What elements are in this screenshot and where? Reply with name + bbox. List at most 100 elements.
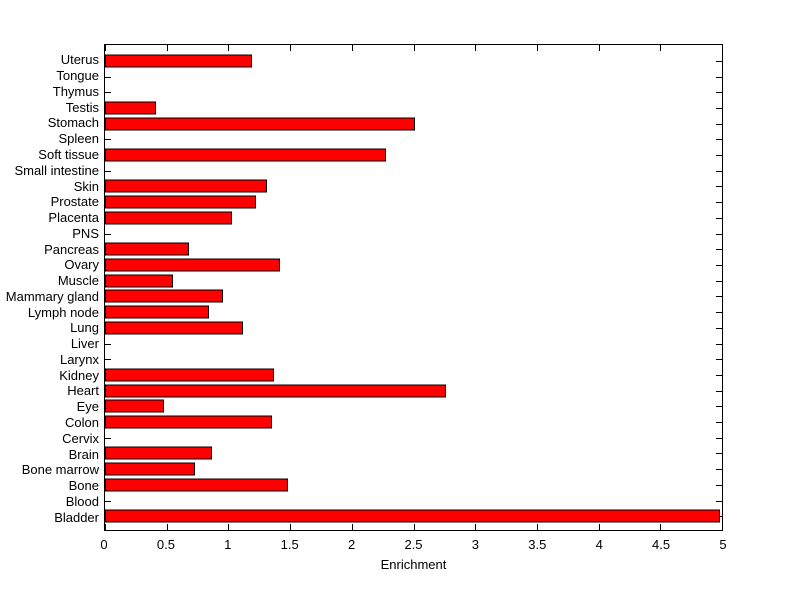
y-axis-category-label: Mammary gland xyxy=(5,288,99,304)
bar-row xyxy=(105,163,722,179)
y-axis-tick-right xyxy=(716,186,722,188)
y-axis-category-label: Soft tissue xyxy=(38,146,99,162)
bar xyxy=(105,117,415,131)
bar-row xyxy=(105,336,722,352)
y-axis-category-label: Stomach xyxy=(47,115,99,131)
bar-row xyxy=(105,461,722,477)
y-axis-tick-right xyxy=(716,170,722,172)
x-axis-tick-top xyxy=(598,45,600,51)
bar-row xyxy=(105,351,722,367)
y-axis-tick-right xyxy=(716,390,722,392)
bar-row xyxy=(105,446,722,462)
x-axis-tick-label: 3 xyxy=(471,537,480,552)
x-axis-tick-label: 4 xyxy=(595,537,603,552)
y-axis-tick-left xyxy=(105,343,111,345)
y-axis-tick-right xyxy=(716,327,722,329)
y-axis-tick-right xyxy=(716,469,722,471)
y-axis-tick-right xyxy=(716,92,722,94)
y-axis-category-label: Lymph node xyxy=(27,304,99,320)
y-axis-category-label: Heart xyxy=(67,383,99,399)
y-axis-tick-right xyxy=(716,343,722,345)
y-axis-tick-right xyxy=(716,233,722,235)
bar xyxy=(105,462,196,476)
bar xyxy=(105,54,252,68)
y-axis-tick-right xyxy=(716,280,722,282)
y-axis-tick-right xyxy=(716,123,722,125)
y-axis-category-label: Blood xyxy=(65,493,99,509)
y-axis-tick-right xyxy=(716,249,722,251)
y-axis-category-label: Thymus xyxy=(52,83,99,99)
bar-row xyxy=(105,132,722,148)
y-axis-tick-left xyxy=(105,359,111,361)
y-axis-tick-right xyxy=(716,76,722,78)
bar-row xyxy=(105,304,722,320)
y-axis-category-label: Muscle xyxy=(57,273,99,289)
y-axis-category-label: Brain xyxy=(68,446,99,462)
x-axis-tick-bottom xyxy=(351,524,353,530)
y-axis-tick-right xyxy=(716,422,722,424)
y-axis-category-label: Lung xyxy=(70,320,99,336)
x-axis-tick-top xyxy=(290,45,292,51)
x-axis-tick-label: 0 xyxy=(100,537,108,552)
y-axis-category-label: Larynx xyxy=(59,351,99,367)
bars-container xyxy=(105,53,722,524)
bar-row xyxy=(105,273,722,289)
y-axis-tick-right xyxy=(716,60,722,62)
y-axis-category-label: Bone xyxy=(68,478,99,494)
bar xyxy=(105,446,213,460)
y-axis-tick-right xyxy=(716,374,722,376)
y-axis-category-label: Cervix xyxy=(62,430,99,446)
bar-row xyxy=(105,367,722,383)
x-axis-tick-bottom xyxy=(475,524,477,530)
bar-row xyxy=(105,414,722,430)
bar xyxy=(105,305,209,319)
bar-row xyxy=(105,430,722,446)
bar-row xyxy=(105,100,722,116)
bar xyxy=(105,509,720,523)
x-axis-tick-label: 4.5 xyxy=(652,537,671,552)
y-axis-tick-right xyxy=(716,202,722,204)
bar-row xyxy=(105,398,722,414)
x-axis-tick-bottom xyxy=(166,524,168,530)
x-axis-tick-label: 5 xyxy=(719,537,727,552)
x-axis-tick-top xyxy=(351,45,353,51)
bar-row xyxy=(105,383,722,399)
y-axis-category-label: Eye xyxy=(76,399,99,415)
bar-row xyxy=(105,508,722,524)
y-axis-category-label: Bladder xyxy=(54,509,99,525)
bar xyxy=(105,258,281,272)
x-axis-tick-top xyxy=(722,45,723,51)
y-axis-tick-left xyxy=(105,170,111,172)
bar-row xyxy=(105,53,722,69)
x-axis-tick-label: 1 xyxy=(224,537,232,552)
y-axis-tick-right xyxy=(716,500,722,502)
x-axis-tick-label: 2.5 xyxy=(404,537,423,552)
x-axis-tick-top xyxy=(228,45,230,51)
bar-row xyxy=(105,477,722,493)
bar-row xyxy=(105,147,722,163)
y-axis-tick-right xyxy=(716,296,722,298)
y-axis-category-label: Colon xyxy=(65,414,99,430)
y-axis-tick-right xyxy=(716,406,722,408)
y-axis-tick-left xyxy=(105,139,111,141)
bar-row xyxy=(105,84,722,100)
y-axis-tick-left xyxy=(105,500,111,502)
bar xyxy=(105,478,288,492)
y-axis-tick-right xyxy=(716,484,722,486)
bar-row xyxy=(105,194,722,210)
bar-row xyxy=(105,320,722,336)
x-axis-tick-label: 0.5 xyxy=(156,537,175,552)
y-axis-category-label: Liver xyxy=(70,336,99,352)
y-axis-tick-right xyxy=(716,107,722,109)
bar xyxy=(105,368,275,382)
bar xyxy=(105,148,387,162)
y-axis-tick-right xyxy=(716,139,722,141)
bar xyxy=(105,274,173,288)
y-axis-category-label: Bone marrow xyxy=(21,462,99,478)
y-axis-category-label: Placenta xyxy=(48,210,99,226)
x-axis-tick-label: 2 xyxy=(347,537,356,552)
bar-row xyxy=(105,493,722,509)
bar xyxy=(105,242,189,256)
bar-row xyxy=(105,289,722,305)
